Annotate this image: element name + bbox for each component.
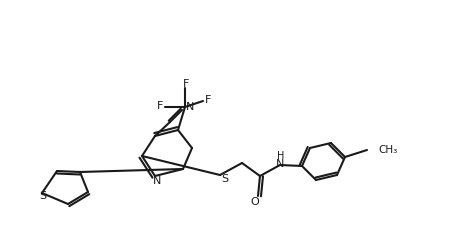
Text: N: N (276, 159, 284, 169)
Text: F: F (205, 95, 211, 105)
Text: F: F (157, 101, 163, 111)
Text: N: N (153, 176, 161, 186)
Text: S: S (39, 191, 47, 201)
Text: N: N (186, 102, 194, 112)
Text: CH₃: CH₃ (378, 145, 398, 155)
Text: O: O (251, 197, 259, 207)
Text: S: S (222, 174, 228, 184)
Text: H: H (277, 151, 285, 161)
Text: F: F (183, 79, 189, 89)
